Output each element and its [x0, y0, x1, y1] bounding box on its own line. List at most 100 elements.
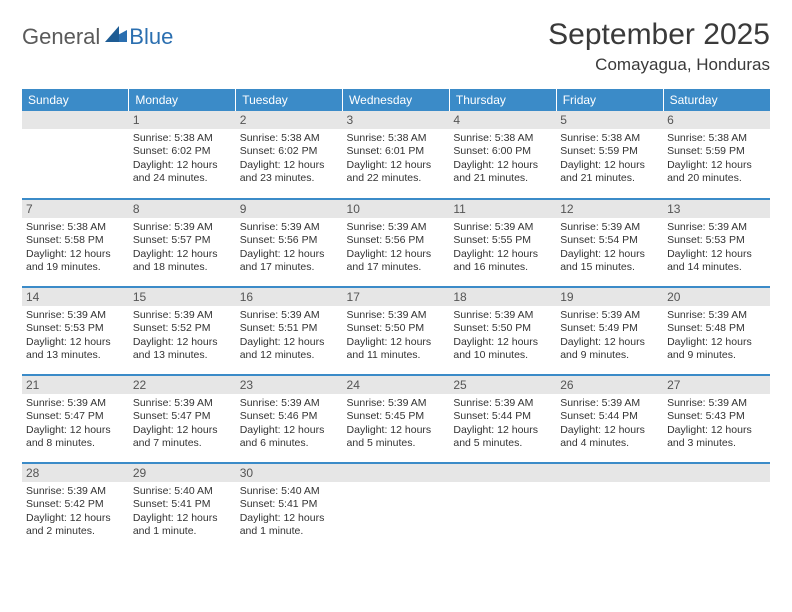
- day-header: Tuesday: [236, 89, 343, 111]
- sunrise-line: Sunrise: 5:39 AM: [453, 221, 552, 234]
- calendar-row: 14Sunrise: 5:39 AMSunset: 5:53 PMDayligh…: [22, 287, 770, 375]
- day-body: Sunrise: 5:39 AMSunset: 5:52 PMDaylight:…: [129, 306, 236, 367]
- calendar-cell: 22Sunrise: 5:39 AMSunset: 5:47 PMDayligh…: [129, 375, 236, 463]
- daylight-line: Daylight: 12 hours and 20 minutes.: [667, 159, 766, 186]
- day-body: Sunrise: 5:39 AMSunset: 5:47 PMDaylight:…: [22, 394, 129, 455]
- calendar-cell: 7Sunrise: 5:38 AMSunset: 5:58 PMDaylight…: [22, 199, 129, 287]
- sunset-line: Sunset: 5:48 PM: [667, 322, 766, 335]
- day-body: Sunrise: 5:39 AMSunset: 5:43 PMDaylight:…: [663, 394, 770, 455]
- calendar-row: 7Sunrise: 5:38 AMSunset: 5:58 PMDaylight…: [22, 199, 770, 287]
- calendar-cell: 17Sunrise: 5:39 AMSunset: 5:50 PMDayligh…: [343, 287, 450, 375]
- sunset-line: Sunset: 5:44 PM: [560, 410, 659, 423]
- daylight-line: Daylight: 12 hours and 9 minutes.: [560, 336, 659, 363]
- day-body: Sunrise: 5:39 AMSunset: 5:56 PMDaylight:…: [343, 218, 450, 279]
- calendar-body: 1Sunrise: 5:38 AMSunset: 6:02 PMDaylight…: [22, 111, 770, 551]
- sunset-line: Sunset: 6:02 PM: [240, 145, 339, 158]
- sunrise-line: Sunrise: 5:39 AM: [560, 397, 659, 410]
- sunrise-line: Sunrise: 5:38 AM: [667, 132, 766, 145]
- calendar-cell: 4Sunrise: 5:38 AMSunset: 6:00 PMDaylight…: [449, 111, 556, 199]
- calendar-cell: 29Sunrise: 5:40 AMSunset: 5:41 PMDayligh…: [129, 463, 236, 551]
- day-number: 10: [343, 200, 450, 218]
- daylight-line: Daylight: 12 hours and 15 minutes.: [560, 248, 659, 275]
- sunrise-line: Sunrise: 5:39 AM: [240, 309, 339, 322]
- calendar-cell: 14Sunrise: 5:39 AMSunset: 5:53 PMDayligh…: [22, 287, 129, 375]
- calendar-cell: 8Sunrise: 5:39 AMSunset: 5:57 PMDaylight…: [129, 199, 236, 287]
- sunset-line: Sunset: 5:53 PM: [667, 234, 766, 247]
- calendar-cell: 13Sunrise: 5:39 AMSunset: 5:53 PMDayligh…: [663, 199, 770, 287]
- sunset-line: Sunset: 5:45 PM: [347, 410, 446, 423]
- calendar-cell: 25Sunrise: 5:39 AMSunset: 5:44 PMDayligh…: [449, 375, 556, 463]
- day-body: Sunrise: 5:39 AMSunset: 5:49 PMDaylight:…: [556, 306, 663, 367]
- sunrise-line: Sunrise: 5:39 AM: [453, 397, 552, 410]
- calendar-cell: [343, 463, 450, 551]
- day-header: Wednesday: [343, 89, 450, 111]
- day-number: 5: [556, 111, 663, 129]
- day-number: 9: [236, 200, 343, 218]
- day-body: [343, 482, 450, 532]
- sunrise-line: Sunrise: 5:39 AM: [133, 309, 232, 322]
- calendar-cell: 3Sunrise: 5:38 AMSunset: 6:01 PMDaylight…: [343, 111, 450, 199]
- day-body: Sunrise: 5:39 AMSunset: 5:44 PMDaylight:…: [556, 394, 663, 455]
- day-number: 1: [129, 111, 236, 129]
- sunset-line: Sunset: 5:41 PM: [133, 498, 232, 511]
- calendar-cell: 19Sunrise: 5:39 AMSunset: 5:49 PMDayligh…: [556, 287, 663, 375]
- sunset-line: Sunset: 5:43 PM: [667, 410, 766, 423]
- day-body: [556, 482, 663, 532]
- daylight-line: Daylight: 12 hours and 6 minutes.: [240, 424, 339, 451]
- day-number: [663, 464, 770, 482]
- logo-mark-icon: [105, 26, 127, 47]
- day-body: Sunrise: 5:38 AMSunset: 5:58 PMDaylight:…: [22, 218, 129, 279]
- daylight-line: Daylight: 12 hours and 4 minutes.: [560, 424, 659, 451]
- day-number: 21: [22, 376, 129, 394]
- daylight-line: Daylight: 12 hours and 11 minutes.: [347, 336, 446, 363]
- day-number: 23: [236, 376, 343, 394]
- day-number: 26: [556, 376, 663, 394]
- day-body: [663, 482, 770, 532]
- day-body: Sunrise: 5:39 AMSunset: 5:48 PMDaylight:…: [663, 306, 770, 367]
- sunset-line: Sunset: 5:47 PM: [26, 410, 125, 423]
- daylight-line: Daylight: 12 hours and 2 minutes.: [26, 512, 125, 539]
- sunrise-line: Sunrise: 5:39 AM: [347, 397, 446, 410]
- day-number: 3: [343, 111, 450, 129]
- calendar-cell: 15Sunrise: 5:39 AMSunset: 5:52 PMDayligh…: [129, 287, 236, 375]
- day-body: Sunrise: 5:39 AMSunset: 5:54 PMDaylight:…: [556, 218, 663, 279]
- calendar-cell: 16Sunrise: 5:39 AMSunset: 5:51 PMDayligh…: [236, 287, 343, 375]
- sunrise-line: Sunrise: 5:38 AM: [240, 132, 339, 145]
- day-number: 7: [22, 200, 129, 218]
- calendar-cell: 5Sunrise: 5:38 AMSunset: 5:59 PMDaylight…: [556, 111, 663, 199]
- sunset-line: Sunset: 5:54 PM: [560, 234, 659, 247]
- calendar-cell: [22, 111, 129, 199]
- day-number: 8: [129, 200, 236, 218]
- day-body: Sunrise: 5:39 AMSunset: 5:53 PMDaylight:…: [22, 306, 129, 367]
- day-number: 2: [236, 111, 343, 129]
- day-body: Sunrise: 5:39 AMSunset: 5:46 PMDaylight:…: [236, 394, 343, 455]
- sunset-line: Sunset: 5:59 PM: [667, 145, 766, 158]
- day-header: Saturday: [663, 89, 770, 111]
- sunset-line: Sunset: 5:47 PM: [133, 410, 232, 423]
- page-header: General Blue September 2025 Comayagua, H…: [22, 18, 770, 75]
- sunset-line: Sunset: 5:55 PM: [453, 234, 552, 247]
- sunrise-line: Sunrise: 5:39 AM: [133, 397, 232, 410]
- logo-text-blue: Blue: [129, 24, 173, 50]
- sunrise-line: Sunrise: 5:38 AM: [133, 132, 232, 145]
- calendar-cell: 27Sunrise: 5:39 AMSunset: 5:43 PMDayligh…: [663, 375, 770, 463]
- sunset-line: Sunset: 5:59 PM: [560, 145, 659, 158]
- day-number: 22: [129, 376, 236, 394]
- daylight-line: Daylight: 12 hours and 14 minutes.: [667, 248, 766, 275]
- calendar-table: SundayMondayTuesdayWednesdayThursdayFrid…: [22, 89, 770, 551]
- calendar-cell: 21Sunrise: 5:39 AMSunset: 5:47 PMDayligh…: [22, 375, 129, 463]
- page-title: September 2025: [548, 18, 770, 52]
- daylight-line: Daylight: 12 hours and 1 minute.: [240, 512, 339, 539]
- sunset-line: Sunset: 5:44 PM: [453, 410, 552, 423]
- sunrise-line: Sunrise: 5:38 AM: [26, 221, 125, 234]
- daylight-line: Daylight: 12 hours and 13 minutes.: [133, 336, 232, 363]
- day-number: 14: [22, 288, 129, 306]
- day-body: Sunrise: 5:38 AMSunset: 6:02 PMDaylight:…: [236, 129, 343, 190]
- calendar-head: SundayMondayTuesdayWednesdayThursdayFrid…: [22, 89, 770, 111]
- day-number: [343, 464, 450, 482]
- calendar-cell: [556, 463, 663, 551]
- calendar-cell: 1Sunrise: 5:38 AMSunset: 6:02 PMDaylight…: [129, 111, 236, 199]
- sunrise-line: Sunrise: 5:39 AM: [560, 309, 659, 322]
- calendar-cell: 6Sunrise: 5:38 AMSunset: 5:59 PMDaylight…: [663, 111, 770, 199]
- day-number: 16: [236, 288, 343, 306]
